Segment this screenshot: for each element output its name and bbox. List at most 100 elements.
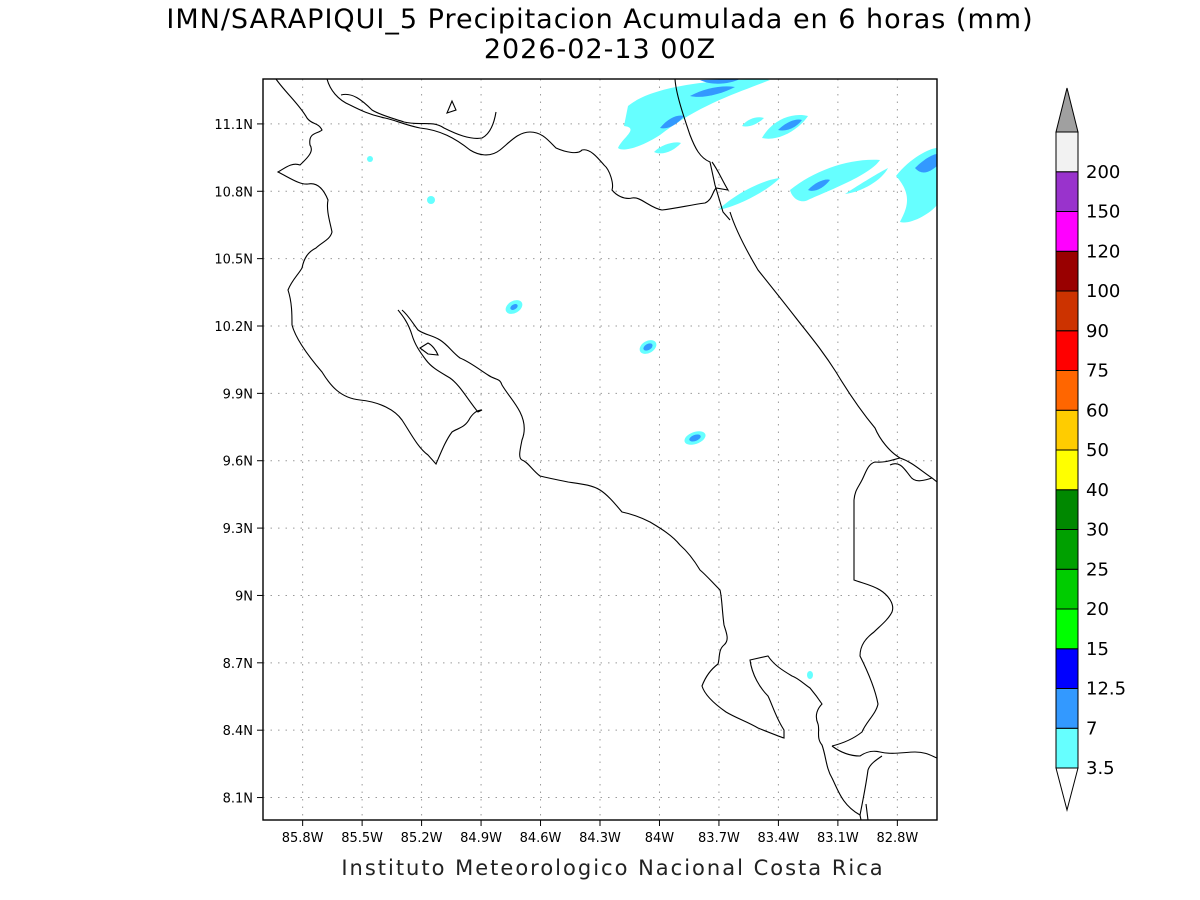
lon-tick-label: 83.4W xyxy=(758,831,800,846)
map-frame-background xyxy=(263,79,937,820)
colorbar-label: 40 xyxy=(1086,480,1109,501)
colorbar-swatch xyxy=(1055,250,1079,292)
precip-area xyxy=(850,163,862,171)
lat-tick-label: 10.8N xyxy=(214,185,253,200)
lake-shore xyxy=(326,79,730,211)
precip-area xyxy=(690,86,735,97)
lat-tick-label: 9.6N xyxy=(223,455,253,470)
lat-tick-label: 9N xyxy=(235,589,253,604)
precip-area xyxy=(790,159,880,202)
institution-credit: Instituto Meteorologico Nacional Costa R… xyxy=(341,856,885,880)
colorbar-label: 50 xyxy=(1086,440,1109,461)
colorbar-swatch xyxy=(1055,330,1079,371)
colorbar-label: 60 xyxy=(1086,400,1109,421)
border-line xyxy=(831,457,901,747)
lon-tick-label: 85.5W xyxy=(341,831,383,846)
colorbar-swatch xyxy=(1055,370,1079,411)
lon-tick-label: 84.3W xyxy=(579,831,621,846)
colorbar-legend: 3.5 7 12.5 15 20 25 30 40 50 60 75 90 100 120 150 200 xyxy=(1055,87,1126,812)
colorbar-over-arrow xyxy=(1055,87,1079,133)
colorbar-label: 12.5 xyxy=(1086,679,1126,700)
lon-tick-label: 83.7W xyxy=(698,831,740,846)
colorbar-label: 15 xyxy=(1086,639,1109,660)
lat-tick-label: 8.4N xyxy=(223,724,253,739)
precip-area xyxy=(915,154,937,173)
colorbar-label: 7 xyxy=(1086,718,1097,739)
precip-area xyxy=(845,168,888,194)
precip-area xyxy=(718,178,780,210)
lon-tick-label: 84W xyxy=(645,831,675,846)
precip-area xyxy=(700,79,740,84)
lon-tick-label: 84.9W xyxy=(460,831,502,846)
coastline xyxy=(862,803,869,820)
colorbar-label: 150 xyxy=(1086,202,1120,223)
coastline xyxy=(401,309,862,820)
colorbar-swatch xyxy=(1055,290,1079,332)
coastline xyxy=(291,309,483,466)
lat-tick-label: 9.3N xyxy=(223,522,253,537)
lon-tick-label: 84.6W xyxy=(520,831,562,846)
map-subtitle-datetime: 2026-02-13 00Z xyxy=(483,34,717,65)
colorbar-swatch xyxy=(1055,489,1079,530)
precip-area xyxy=(510,304,518,310)
precip-area xyxy=(742,117,764,127)
precip-area xyxy=(367,156,373,162)
colorbar-label: 20 xyxy=(1086,599,1109,620)
colorbar-swatch xyxy=(1055,608,1079,650)
colorbar-label: 90 xyxy=(1086,321,1109,342)
colorbar-label: 75 xyxy=(1086,361,1109,382)
colorbar-label: 30 xyxy=(1086,520,1109,541)
lon-tick-label: 83.1W xyxy=(817,831,859,846)
colorbar-swatch xyxy=(1055,449,1079,491)
colorbar-label: 120 xyxy=(1086,241,1120,262)
colorbar-swatch xyxy=(1055,568,1079,610)
lat-tick-label: 8.7N xyxy=(223,657,253,672)
lat-tick-label: 8.1N xyxy=(223,792,253,807)
map-title: IMN/SARAPIQUI_5 Precipitacion Acumulada … xyxy=(166,4,1034,35)
precip-area xyxy=(618,79,770,150)
lake-shore xyxy=(340,93,497,139)
coastlines-and-borders xyxy=(275,79,937,820)
lon-tick-label: 82.8W xyxy=(876,831,918,846)
precip-area xyxy=(778,119,802,131)
precip-area xyxy=(427,196,435,204)
lat-tick-label: 10.2N xyxy=(214,320,253,335)
coastline xyxy=(831,745,937,759)
coastline xyxy=(889,463,933,482)
colorbar-label: 3.5 xyxy=(1086,758,1115,779)
precipitation-shading xyxy=(367,79,937,679)
colorbar-under-arrow xyxy=(1055,767,1079,812)
border-line xyxy=(275,79,333,326)
colorbar-swatch xyxy=(1055,409,1079,451)
colorbar-swatch xyxy=(1055,171,1079,212)
longitude-axis: 85.8W 85.5W 85.2W 84.9W 84.6W 84.3W 84W 83.7W 83… xyxy=(282,820,918,846)
lon-tick-label: 85.8W xyxy=(282,831,324,846)
island xyxy=(446,99,457,114)
latitude-axis: 11.1N 10.8N 10.5N 10.2N 9.9N 9.6N 9.3N 9N 8.7N 8.… xyxy=(214,118,263,807)
colorbar-swatch xyxy=(1055,529,1079,570)
colorbar-swatch xyxy=(1055,211,1079,252)
island xyxy=(419,342,439,356)
colorbar-label: 25 xyxy=(1086,559,1109,580)
colorbar-swatch xyxy=(1055,688,1079,729)
precip-area xyxy=(654,142,681,154)
coastline xyxy=(729,211,937,483)
precip-area xyxy=(808,179,830,191)
colorbar-swatch xyxy=(1055,648,1079,689)
lon-tick-label: 85.2W xyxy=(401,831,443,846)
colorbar-swatch xyxy=(1055,131,1079,173)
precip-area xyxy=(807,671,813,679)
colorbar-label: 100 xyxy=(1086,281,1120,302)
precip-area xyxy=(643,343,653,351)
precip-area xyxy=(660,115,684,129)
precip-area xyxy=(689,434,701,442)
lat-tick-label: 9.9N xyxy=(223,387,253,402)
colorbar-swatch xyxy=(1055,727,1079,769)
lake-shore xyxy=(674,79,731,221)
lat-tick-label: 11.1N xyxy=(214,118,253,133)
coastline xyxy=(859,755,883,816)
lat-tick-label: 10.5N xyxy=(214,253,253,268)
colorbar-label: 200 xyxy=(1086,162,1120,183)
